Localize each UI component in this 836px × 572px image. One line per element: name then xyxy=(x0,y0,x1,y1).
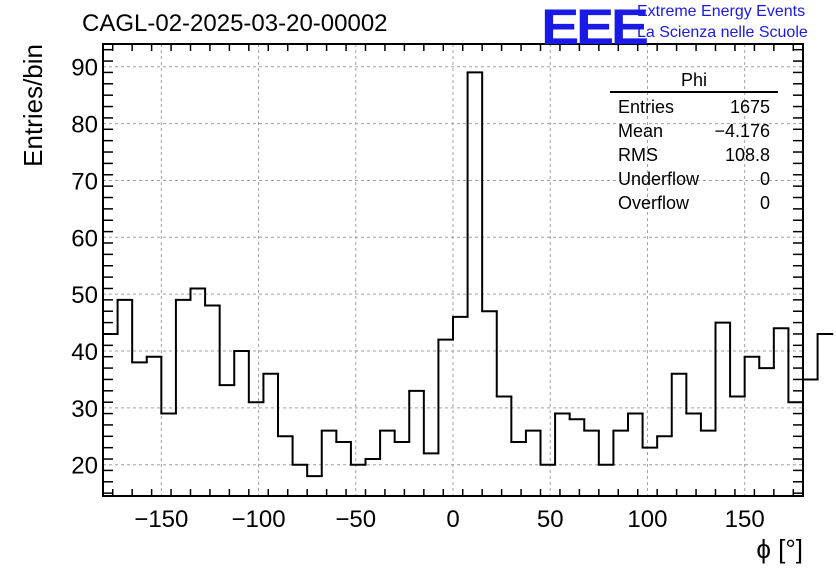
stats-value: 1675 xyxy=(729,97,770,117)
y-tick-label: 70 xyxy=(71,168,98,195)
stats-row-underflow: Underflow 0 xyxy=(610,167,778,191)
x-tick-label: 0 xyxy=(446,506,459,533)
stats-label: Underflow xyxy=(618,169,700,189)
stats-value: 108.8 xyxy=(724,145,770,165)
tick-labels: −150 −100 −50 0 50 100 150 20 30 40 50 60 70 80 90 xyxy=(71,55,764,533)
y-tick-label: 40 xyxy=(71,339,98,366)
stats-value: −4.176 xyxy=(714,121,770,141)
x-tick-label: 50 xyxy=(537,506,564,533)
histogram-bars xyxy=(102,71,834,478)
y-tick-label: 60 xyxy=(71,225,98,252)
stats-value: 0 xyxy=(759,193,770,213)
x-tick-label: 150 xyxy=(725,506,765,533)
eee-logo: EEE xyxy=(541,0,649,55)
chart-title: CAGL-02-2025-03-20-00002 xyxy=(82,10,388,37)
x-tick-label: −150 xyxy=(134,506,188,533)
y-tick-label: 90 xyxy=(71,55,98,82)
plot-frame xyxy=(102,43,804,497)
x-tick-label: −50 xyxy=(335,506,376,533)
stats-row-entries: Entries 1675 xyxy=(610,95,778,119)
y-tick-label: 20 xyxy=(71,453,98,480)
x-tick-label: −100 xyxy=(232,506,286,533)
y-tick-label: 30 xyxy=(71,396,98,423)
stats-label: Overflow xyxy=(618,193,690,213)
stats-row-mean: Mean −4.176 xyxy=(610,119,778,143)
axis-ticks xyxy=(103,44,803,496)
stats-row-rms: RMS 108.8 xyxy=(610,143,778,167)
stats-label: RMS xyxy=(618,145,658,165)
x-axis-label: ϕ [°] xyxy=(756,534,803,564)
stats-title: Phi xyxy=(610,70,778,93)
x-tick-label: 100 xyxy=(627,506,667,533)
y-tick-label: 50 xyxy=(71,282,98,309)
logo-subtitle-1: Extreme Energy Events xyxy=(637,3,806,20)
stats-row-overflow: Overflow 0 xyxy=(610,191,778,215)
y-axis-label: Entries/bin xyxy=(18,44,48,167)
stats-value: 0 xyxy=(759,169,770,189)
logo-subtitle-2: La Scienza nelle Scuole xyxy=(637,24,808,41)
stats-box: Phi Entries 1675 Mean −4.176 RMS 108.8 U… xyxy=(610,70,778,215)
stats-label: Entries xyxy=(618,97,675,117)
y-tick-label: 80 xyxy=(71,112,98,139)
stats-label: Mean xyxy=(618,121,664,141)
